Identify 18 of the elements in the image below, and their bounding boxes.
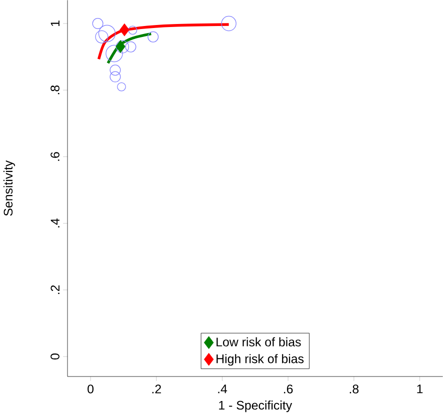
legend-label: High risk of bias <box>216 354 304 366</box>
line-series <box>106 32 152 65</box>
y-tick-label: .4 <box>50 218 60 228</box>
x-tick-label: .4 <box>218 384 228 394</box>
x-tick-label: 1 <box>417 384 423 394</box>
y-tick-label: .2 <box>50 286 60 294</box>
y-tick-label: 0 <box>50 354 60 360</box>
x-tick-label: .2 <box>152 384 161 394</box>
x-tick-label: .6 <box>284 384 293 394</box>
x-tick-label: 0 <box>88 384 94 394</box>
y-tick-label: .6 <box>50 152 60 161</box>
x-tick-label: .8 <box>350 384 359 394</box>
x-axis-title: 1 - Specificity <box>219 400 292 412</box>
legend-label: Low risk of bias <box>216 337 301 347</box>
y-tick-label: 1 <box>50 20 60 26</box>
y-axis-title: Sensitivity <box>3 160 16 216</box>
line-series <box>97 23 230 61</box>
y-tick-label: .8 <box>50 86 60 94</box>
